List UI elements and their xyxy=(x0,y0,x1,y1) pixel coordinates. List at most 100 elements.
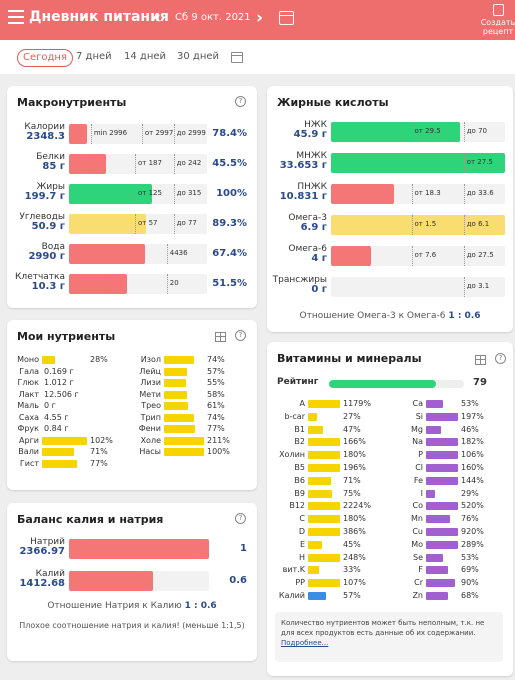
vitamin-name: PP xyxy=(295,578,305,588)
nutrient-name: Моно xyxy=(17,355,39,364)
help-icon[interactable]: ? xyxy=(235,330,246,341)
vitamin-row: b-car 27% xyxy=(269,411,387,423)
vitamin-row: B2 166% xyxy=(269,436,387,448)
current-date[interactable]: Сб 9 окт. 2021 xyxy=(175,12,251,23)
mineral-label: Натрий 2366.97 xyxy=(11,537,65,557)
help-icon[interactable]: ? xyxy=(235,96,246,107)
fatty-bar: от 1.5 до 6.1 xyxy=(331,215,505,235)
vitamin-value: 29% xyxy=(461,488,479,498)
vitamin-name: Se xyxy=(413,552,423,562)
tab-14-days[interactable]: 14 дней xyxy=(124,51,167,62)
vitamin-name: P xyxy=(418,450,423,460)
tab-7-days[interactable]: 7 дней xyxy=(76,51,112,62)
vitamin-bar xyxy=(426,438,458,447)
nutrient-value: 55% xyxy=(207,378,225,387)
vitamin-name: b-car xyxy=(284,411,305,421)
nutrient-row: Арги 102% xyxy=(11,435,121,447)
vitamin-row: I 29% xyxy=(387,488,505,500)
nutrient-row: Фени 77% xyxy=(133,423,243,435)
nutrient-bar xyxy=(42,436,87,445)
vitamin-bar xyxy=(308,400,340,408)
fatty-name: Трансжиры xyxy=(272,275,327,285)
vitamin-row: F 69% xyxy=(387,564,505,576)
nutrient-row: Изол 74% xyxy=(133,354,243,366)
mineral-bar-fill xyxy=(69,539,209,559)
vitamin-value: 33% xyxy=(343,565,361,575)
nutrient-bar xyxy=(164,413,194,422)
create-recipe-button[interactable]: Создать рецепт xyxy=(478,4,515,36)
nutrient-value: 211% xyxy=(207,435,230,445)
vitamin-bar xyxy=(426,579,455,588)
prev-date-button[interactable]: ‹ xyxy=(154,8,162,28)
fatty-label: МНЖК 33.653 г xyxy=(271,151,327,171)
macro-name: Клетчатка xyxy=(15,272,65,282)
nutrient-bar xyxy=(42,356,55,364)
table-icon[interactable] xyxy=(215,332,226,342)
macro-value: 2348.3 xyxy=(26,131,65,142)
tab-today[interactable]: Сегодня xyxy=(17,49,73,67)
macro-marker: до 77 xyxy=(173,214,197,234)
vitamin-bar xyxy=(426,425,441,434)
vitamin-row: Cr 90% xyxy=(387,577,505,589)
table-icon[interactable] xyxy=(475,355,486,365)
fatty-bar: от 27.5 xyxy=(331,153,505,173)
macro-marker: до 242 xyxy=(173,154,202,174)
fatty-name: ПНЖК xyxy=(297,182,327,192)
vitamin-value: 71% xyxy=(343,475,361,485)
vitamin-value: 196% xyxy=(343,463,366,472)
tab-30-days[interactable]: 30 дней xyxy=(177,51,220,62)
nutrient-bar xyxy=(42,448,74,456)
nutrient-name: Вали xyxy=(18,447,39,456)
nutrient-name: Трео xyxy=(141,401,161,410)
nutrient-bar xyxy=(42,459,77,468)
fatty-name: Омега-6 xyxy=(288,244,327,254)
vitamin-value: 166% xyxy=(343,437,366,447)
macro-bar-fill xyxy=(69,214,147,234)
calendar-icon[interactable] xyxy=(279,11,294,25)
vitamin-name: Fe xyxy=(413,475,423,485)
omega-ratio: Отношение Омега-3 к Омега-6 1 : 0.6 xyxy=(267,311,513,321)
macro-label: Вода 2990 г xyxy=(11,242,65,262)
nutrient-value: 12.506 г xyxy=(44,389,79,399)
fatty-bar: до 3.1 xyxy=(331,277,505,297)
vitamin-name: Ca xyxy=(412,399,424,408)
vitamin-value: 2224% xyxy=(343,501,371,511)
vitamin-bar xyxy=(308,489,332,498)
fatty-label: НЖК 45.9 г xyxy=(271,120,327,140)
more-link[interactable]: Подробнее... xyxy=(281,639,329,647)
vitamin-name: B2 xyxy=(294,437,305,447)
vitamin-row: C 180% xyxy=(269,513,387,525)
vitamin-value: 90% xyxy=(461,578,479,588)
nutrient-row: Лизи 55% xyxy=(133,377,243,389)
vitamin-name: B9 xyxy=(294,488,305,498)
range-calendar-icon[interactable] xyxy=(231,52,243,63)
fatty-bar-fill xyxy=(331,246,372,266)
vitamin-bar xyxy=(426,502,458,511)
macro-marker: от 2997 xyxy=(141,124,174,144)
vitamin-bar xyxy=(308,540,323,549)
nutrient-value: 74% xyxy=(207,412,225,422)
vitamin-bar xyxy=(308,451,340,460)
help-icon[interactable]: ? xyxy=(495,353,506,364)
vitamin-row: H 248% xyxy=(269,552,387,564)
vitamin-name: B6 xyxy=(294,475,305,485)
vitamin-name: Mg xyxy=(411,424,423,434)
rating-value: 79 xyxy=(473,377,487,388)
vitamin-name: C xyxy=(299,514,305,524)
vitamin-row: Fe 144% xyxy=(387,475,505,487)
macro-value: 50.9 г xyxy=(31,221,65,232)
vitamin-row: PP 107% xyxy=(269,577,387,589)
next-date-button[interactable]: › xyxy=(256,8,264,28)
vitamin-row: B12 2224% xyxy=(269,500,387,512)
menu-icon[interactable] xyxy=(8,10,24,24)
macro-label: Клетчатка 10.3 г xyxy=(11,272,65,292)
help-icon[interactable]: ? xyxy=(235,513,246,524)
fatty-marker: до 3.1 xyxy=(463,277,490,297)
nutrient-row: Лакт 12.506 г xyxy=(11,389,121,401)
nutrient-name: Холе xyxy=(140,435,161,445)
fatty-bar-fill xyxy=(331,122,460,142)
vitamin-name: A xyxy=(299,399,305,408)
macro-marker: от 187 xyxy=(135,154,162,174)
vitamin-name: Холин xyxy=(279,450,305,460)
vitamin-value: 197% xyxy=(461,411,484,421)
